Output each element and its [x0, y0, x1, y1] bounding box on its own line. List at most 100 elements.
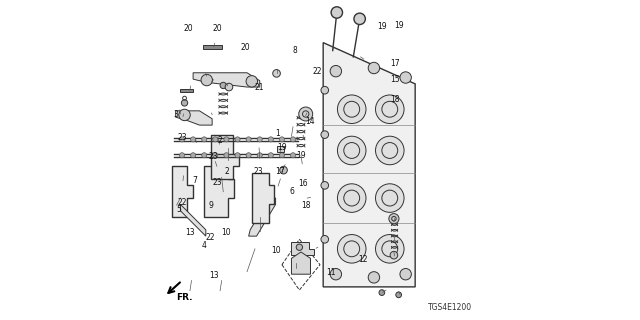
- Text: 17: 17: [276, 167, 285, 176]
- Polygon shape: [252, 173, 274, 223]
- Circle shape: [191, 153, 196, 158]
- Text: 20: 20: [212, 24, 221, 33]
- Polygon shape: [180, 89, 193, 92]
- Circle shape: [354, 13, 365, 25]
- Circle shape: [280, 137, 284, 142]
- Text: 19: 19: [394, 21, 404, 30]
- Circle shape: [179, 153, 184, 158]
- Circle shape: [235, 137, 240, 142]
- Circle shape: [389, 214, 399, 224]
- Text: 1: 1: [275, 129, 280, 138]
- Text: 23: 23: [253, 167, 263, 176]
- Text: 18: 18: [390, 95, 399, 104]
- Circle shape: [321, 236, 328, 243]
- Polygon shape: [204, 166, 234, 217]
- Text: 10: 10: [271, 246, 280, 255]
- Circle shape: [280, 153, 284, 158]
- Polygon shape: [175, 111, 212, 125]
- Circle shape: [321, 131, 328, 139]
- Circle shape: [212, 153, 218, 158]
- Text: 13: 13: [209, 271, 218, 280]
- Text: 20: 20: [184, 24, 193, 33]
- Circle shape: [330, 268, 342, 280]
- Circle shape: [257, 137, 262, 142]
- Circle shape: [321, 181, 328, 189]
- Circle shape: [220, 82, 227, 89]
- Text: 23: 23: [209, 152, 218, 161]
- Circle shape: [246, 137, 251, 142]
- Text: 15: 15: [390, 75, 399, 84]
- Polygon shape: [248, 198, 276, 236]
- Circle shape: [202, 137, 207, 142]
- Text: 13: 13: [185, 228, 195, 237]
- Text: 16: 16: [298, 179, 307, 188]
- Polygon shape: [323, 43, 415, 287]
- Circle shape: [337, 235, 366, 263]
- Circle shape: [390, 252, 397, 259]
- Text: 3: 3: [173, 109, 178, 118]
- Polygon shape: [211, 135, 239, 179]
- Text: 19: 19: [277, 143, 287, 152]
- Circle shape: [235, 153, 240, 158]
- Polygon shape: [203, 45, 221, 49]
- Circle shape: [396, 292, 401, 298]
- Circle shape: [337, 95, 366, 124]
- Text: 7: 7: [192, 176, 197, 185]
- Text: 10: 10: [221, 228, 231, 237]
- Polygon shape: [291, 243, 314, 255]
- Circle shape: [368, 272, 380, 283]
- Text: 5: 5: [177, 205, 181, 214]
- Circle shape: [268, 137, 273, 142]
- Text: 12: 12: [358, 255, 367, 264]
- Text: FR.: FR.: [175, 293, 192, 302]
- Text: 18: 18: [301, 202, 310, 211]
- Circle shape: [179, 137, 184, 142]
- Text: 2: 2: [218, 136, 223, 146]
- Text: 22: 22: [177, 198, 187, 207]
- Text: 9: 9: [208, 202, 213, 211]
- Text: 22: 22: [312, 67, 321, 76]
- Circle shape: [291, 153, 296, 158]
- Circle shape: [246, 153, 251, 158]
- Circle shape: [379, 290, 385, 295]
- Circle shape: [268, 153, 273, 158]
- Text: 2: 2: [224, 167, 228, 176]
- Circle shape: [280, 166, 287, 174]
- Circle shape: [246, 76, 257, 87]
- Polygon shape: [180, 204, 206, 236]
- Circle shape: [181, 100, 188, 106]
- Circle shape: [400, 268, 412, 280]
- Text: 22: 22: [206, 233, 215, 242]
- Circle shape: [321, 86, 328, 94]
- Circle shape: [224, 137, 229, 142]
- Circle shape: [376, 95, 404, 124]
- Text: 19: 19: [296, 151, 306, 160]
- Text: 23: 23: [177, 133, 187, 142]
- Circle shape: [376, 184, 404, 212]
- Circle shape: [376, 136, 404, 165]
- Circle shape: [368, 62, 380, 74]
- Text: 23: 23: [212, 178, 221, 187]
- Circle shape: [331, 7, 342, 18]
- Circle shape: [257, 153, 262, 158]
- Circle shape: [225, 83, 233, 91]
- Circle shape: [212, 137, 218, 142]
- Circle shape: [224, 153, 229, 158]
- Text: 21: 21: [255, 83, 264, 92]
- Circle shape: [179, 109, 190, 121]
- Circle shape: [337, 184, 366, 212]
- Text: 14: 14: [306, 117, 316, 126]
- Circle shape: [330, 66, 342, 77]
- Text: 8: 8: [292, 46, 297, 55]
- Circle shape: [400, 72, 412, 83]
- Circle shape: [376, 235, 404, 263]
- Circle shape: [299, 107, 313, 121]
- Text: 20: 20: [241, 43, 250, 52]
- Circle shape: [273, 69, 280, 77]
- Polygon shape: [193, 73, 260, 87]
- Circle shape: [201, 74, 212, 86]
- Circle shape: [202, 153, 207, 158]
- Circle shape: [337, 136, 366, 165]
- Polygon shape: [173, 166, 193, 217]
- Text: TGS4E1200: TGS4E1200: [428, 303, 472, 312]
